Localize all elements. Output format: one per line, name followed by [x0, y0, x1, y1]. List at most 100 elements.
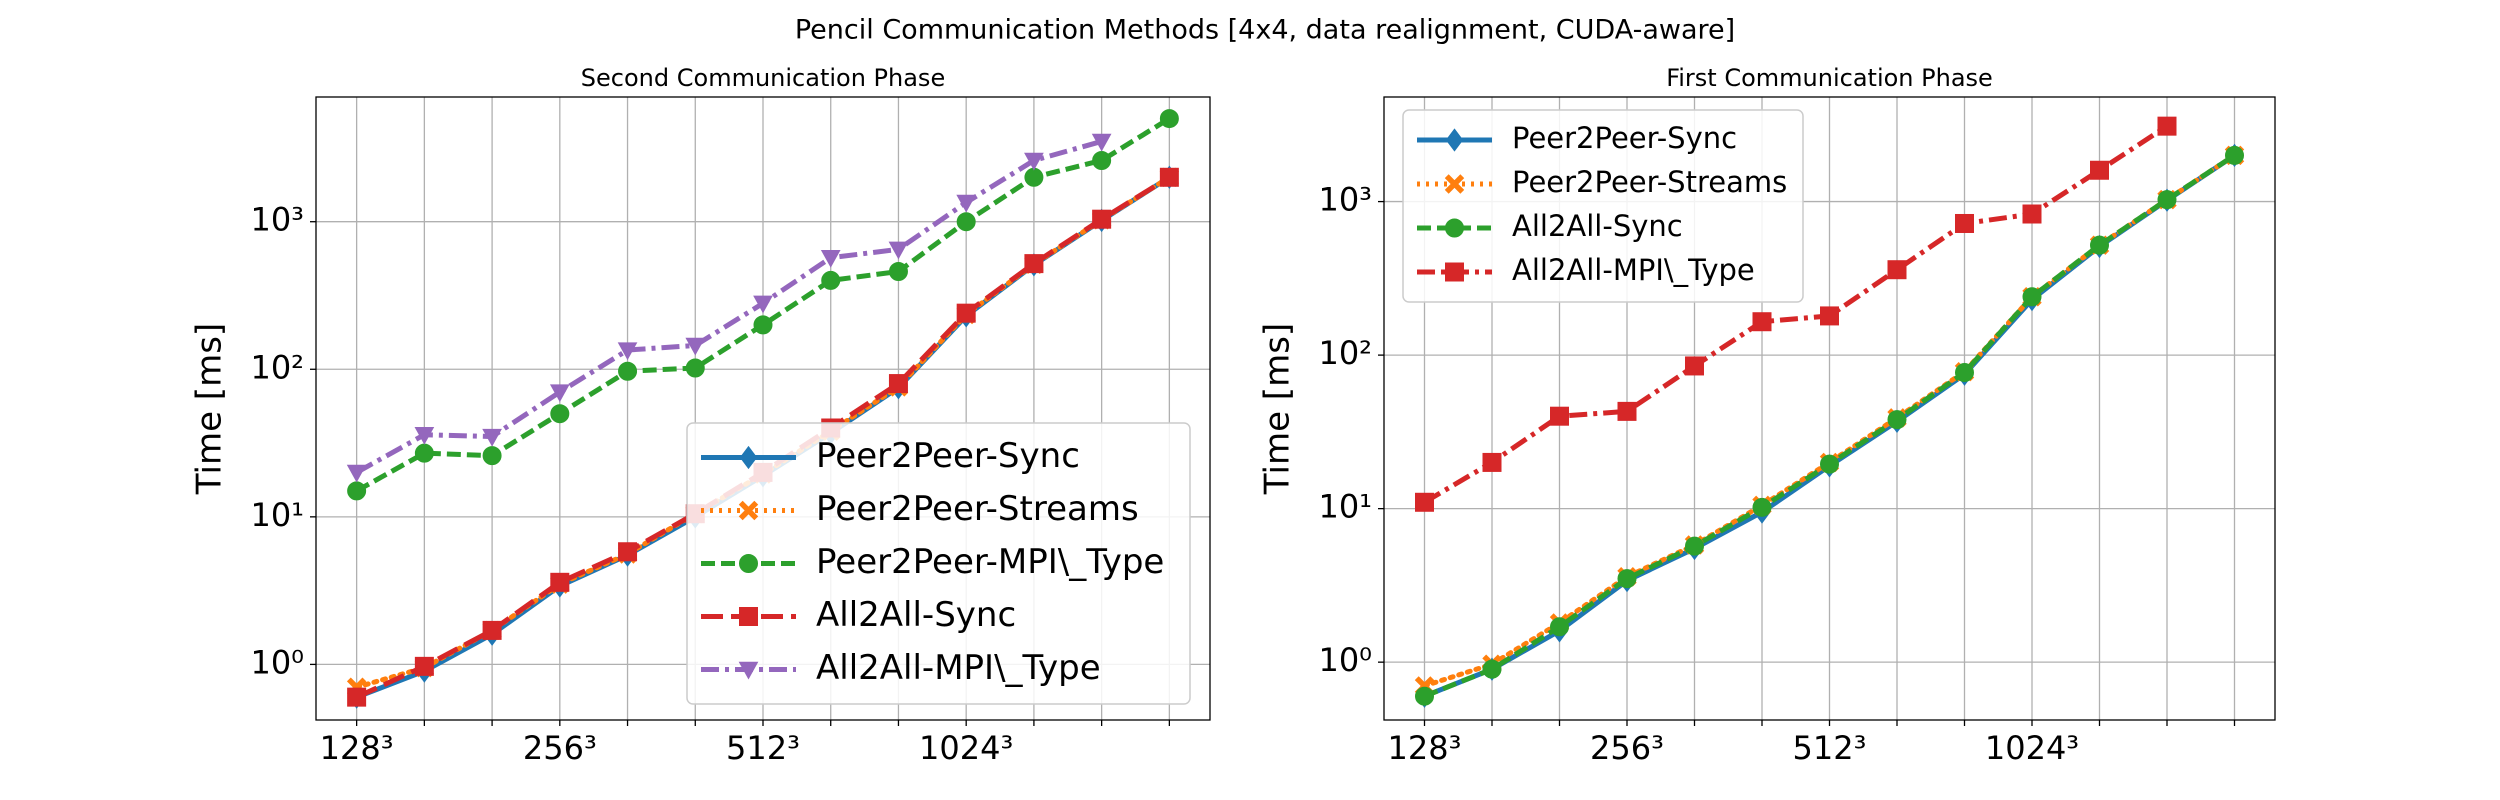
y-tick-label: 10³	[250, 201, 304, 239]
x-tick-label: 128³	[320, 729, 394, 767]
legend-label: All2All-Sync	[1512, 209, 1683, 243]
marker	[1024, 152, 1044, 171]
y-tick-label: 10⁰	[1318, 641, 1372, 679]
legend-marker	[739, 445, 758, 470]
marker	[888, 261, 908, 281]
legend-marker	[739, 607, 758, 626]
marker	[1159, 167, 1179, 187]
marker	[2022, 204, 2042, 224]
marker	[347, 481, 367, 501]
legend-marker	[738, 661, 759, 680]
legend-box	[1402, 109, 1804, 303]
x-tick-label: 256³	[1590, 729, 1664, 767]
marker	[482, 446, 502, 466]
axes-title: First Communication Phase	[1666, 64, 1993, 92]
marker	[346, 464, 367, 483]
marker	[347, 687, 367, 707]
y-tick-label: 10¹	[250, 496, 304, 534]
marker	[1955, 213, 1974, 233]
marker	[414, 443, 434, 463]
x-tick-label: 1024³	[1985, 729, 2079, 767]
marker	[1415, 686, 1434, 706]
marker	[618, 361, 638, 381]
marker	[2022, 287, 2042, 307]
x-tick-label: 1024³	[919, 729, 1013, 767]
y-tick-label: 10²	[1318, 334, 1372, 372]
marker	[1685, 536, 1704, 556]
marker	[549, 384, 570, 403]
marker	[685, 337, 706, 356]
y-tick-label: 10²	[250, 348, 304, 386]
legend-marker	[738, 500, 759, 521]
marker	[1685, 356, 1704, 376]
marker	[1024, 167, 1044, 187]
marker	[1617, 569, 1637, 589]
marker	[2157, 116, 2177, 136]
axes-frame	[1383, 96, 2276, 721]
legend-label: All2All-MPI\_Type	[816, 648, 1101, 688]
marker	[2090, 160, 2109, 180]
marker	[820, 250, 841, 268]
x-tick-label: 256³	[523, 729, 597, 767]
marker	[1752, 312, 1772, 332]
marker	[753, 295, 773, 314]
y-axis-label: Time [ms]	[190, 323, 230, 495]
y-tick-label: 10³	[1318, 181, 1372, 219]
marker	[1820, 454, 1839, 474]
figure-title: Pencil Communication Methods [4x4, data …	[795, 15, 1735, 46]
marker	[414, 656, 434, 676]
y-tick-label: 10⁰	[250, 643, 304, 681]
marker	[617, 342, 638, 361]
marker	[753, 315, 773, 335]
marker	[550, 572, 570, 592]
legend-label: All2All-MPI\_Type	[1512, 253, 1755, 287]
marker	[2090, 235, 2109, 255]
x-tick-label: 512³	[726, 729, 800, 767]
marker	[1092, 209, 1112, 229]
marker	[1550, 617, 1569, 637]
marker	[2157, 190, 2177, 210]
y-axis-label: Time [ms]	[1258, 323, 1298, 495]
marker	[1550, 406, 1569, 426]
marker	[2225, 145, 2244, 165]
legend-label: Peer2Peer-Streams	[816, 489, 1139, 529]
marker	[1887, 260, 1907, 280]
legend-label: Peer2Peer-Sync	[1512, 121, 1737, 155]
marker	[1091, 133, 1112, 152]
axes-title: Second Communication Phase	[581, 64, 945, 92]
legend-label: Peer2Peer-Streams	[1512, 165, 1787, 199]
y-tick-label: 10¹	[1318, 488, 1372, 526]
axes-frame	[315, 96, 1211, 721]
marker	[414, 427, 435, 445]
marker	[482, 428, 502, 447]
legend-marker	[1444, 174, 1465, 194]
legend-marker	[739, 554, 758, 573]
marker	[1159, 109, 1179, 129]
legend-marker	[1445, 262, 1464, 282]
marker	[1955, 363, 1974, 383]
legend-marker	[1445, 128, 1464, 152]
marker	[956, 194, 977, 213]
marker	[956, 212, 976, 232]
marker	[888, 241, 909, 260]
marker	[821, 270, 841, 290]
marker	[482, 620, 502, 640]
marker	[1024, 254, 1044, 274]
marker	[1415, 492, 1434, 512]
marker	[1617, 401, 1637, 421]
marker	[1092, 150, 1112, 170]
marker	[888, 374, 908, 394]
x-tick-label: 512³	[1793, 729, 1867, 767]
marker	[618, 542, 638, 562]
series-line	[1423, 124, 2169, 505]
marker	[1482, 452, 1502, 472]
marker	[550, 404, 570, 424]
legend-box	[686, 422, 1191, 705]
marker	[685, 358, 705, 378]
marker	[1482, 659, 1502, 679]
marker	[1887, 410, 1907, 430]
marker	[1820, 306, 1839, 326]
legend-label: Peer2Peer-Sync	[816, 436, 1080, 476]
series-line	[355, 139, 1103, 475]
